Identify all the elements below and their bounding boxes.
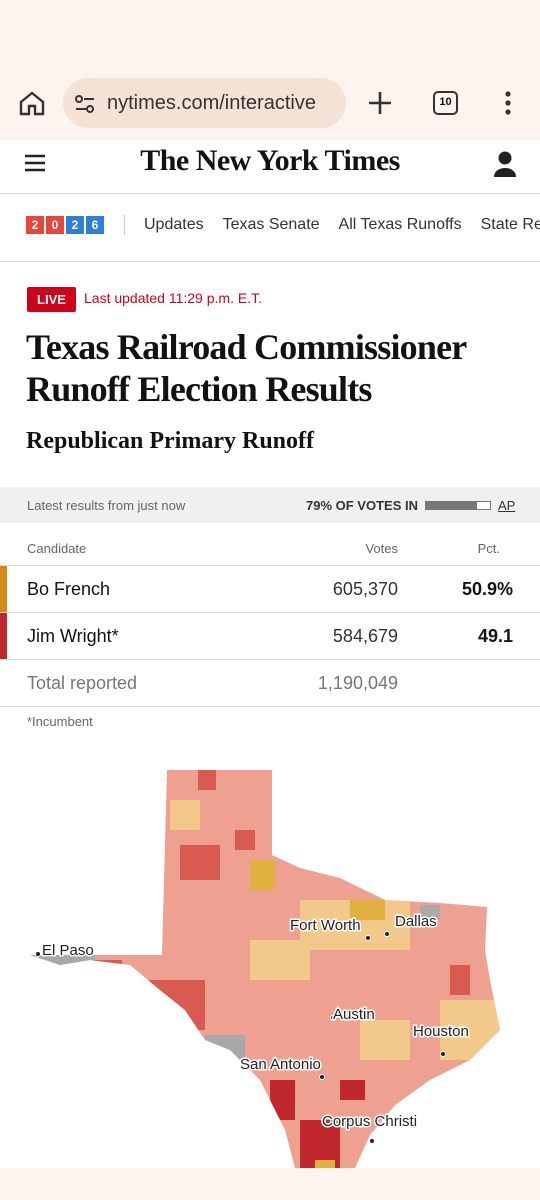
new-tab[interactable] bbox=[367, 90, 393, 116]
badge-digit: 2 bbox=[26, 216, 44, 234]
candidate-name: Jim Wright* bbox=[27, 626, 119, 646]
city-dot bbox=[365, 935, 371, 941]
badge-digit: 6 bbox=[86, 216, 104, 234]
city-dot bbox=[330, 1015, 336, 1021]
column-header: Candidate bbox=[27, 541, 87, 556]
menu-button[interactable] bbox=[502, 90, 514, 116]
city-label: Houston bbox=[413, 1023, 469, 1040]
party-stripe bbox=[0, 566, 7, 612]
badge-digit: 0 bbox=[46, 216, 64, 234]
last-updated: Last updated 11:29 p.m. E.T. bbox=[84, 290, 262, 306]
city-label: Fort Worth bbox=[290, 917, 361, 934]
nav-link[interactable]: Texas Senate bbox=[222, 216, 320, 233]
party-stripe bbox=[0, 613, 7, 659]
status-text: Latest results from just now bbox=[27, 498, 186, 513]
candidate-row: Bo French 605,370 50.9% bbox=[0, 566, 540, 613]
city-dot bbox=[384, 931, 390, 937]
county-map: El Paso Fort Worth Dallas Austin Houston San … bbox=[30, 770, 500, 1168]
progress-fill bbox=[426, 502, 477, 509]
headline: Texas Railroad Commissioner Runoff Elect… bbox=[26, 327, 467, 409]
source-link[interactable]: AP bbox=[498, 498, 516, 513]
city-label: Corpus Christi bbox=[322, 1113, 417, 1130]
candidate-row: Jim Wright* 584,679 49.1 bbox=[0, 613, 540, 660]
votes-in-label: 79% OF VOTES IN bbox=[306, 498, 418, 513]
city-dot bbox=[440, 1051, 446, 1057]
divider bbox=[0, 193, 540, 194]
total-votes: 1,190,049 bbox=[317, 673, 398, 693]
column-header: Pct. bbox=[477, 541, 500, 556]
candidate-votes: 584,679 bbox=[332, 626, 398, 646]
nyt-logo[interactable]: The New York Times bbox=[140, 144, 400, 177]
hamburger-menu[interactable] bbox=[25, 154, 47, 172]
candidate-votes: 605,370 bbox=[332, 579, 398, 599]
url-bar[interactable]: nytimes.com/interactive bbox=[63, 78, 346, 128]
column-header: Votes bbox=[365, 541, 398, 556]
city-dot bbox=[319, 1074, 325, 1080]
city-dot bbox=[35, 951, 41, 957]
badge-digit: 2 bbox=[66, 216, 84, 234]
home-button[interactable] bbox=[18, 90, 46, 116]
nav-link[interactable]: Updates bbox=[144, 216, 204, 233]
city-labels: El Paso Fort Worth Dallas Austin Houston San … bbox=[35, 912, 470, 1144]
total-label: Total reported bbox=[27, 673, 138, 693]
nav-link[interactable]: State Re bbox=[480, 216, 540, 233]
candidate-name: Bo French bbox=[27, 579, 111, 599]
url-text: nytimes.com/interactive bbox=[107, 92, 316, 114]
divider bbox=[0, 261, 540, 262]
progress-track bbox=[425, 501, 491, 510]
footnote: *Incumbent bbox=[27, 714, 93, 729]
bottom-bar bbox=[0, 1168, 540, 1200]
site-settings[interactable] bbox=[74, 93, 96, 115]
total-row: Total reported 1,190,049 bbox=[0, 660, 540, 707]
tab-count[interactable]: 10 bbox=[433, 91, 458, 115]
results-status-bar: Latest results from just now 79% OF VOTE… bbox=[0, 487, 540, 523]
city-label: El Paso bbox=[42, 942, 94, 959]
section-nav: 2 0 2 6 Updates Texas Senate All Texas Runoffs… bbox=[26, 215, 540, 241]
city-label: Austin bbox=[333, 1006, 375, 1023]
city-label: Dallas bbox=[395, 913, 437, 930]
nav-link[interactable]: All Texas Runoffs bbox=[338, 216, 462, 233]
nav-divider bbox=[124, 215, 125, 235]
account-button[interactable] bbox=[494, 150, 516, 178]
candidate-pct: 50.9% bbox=[461, 579, 513, 599]
city-label: San Antonio bbox=[240, 1056, 321, 1073]
city-dot bbox=[369, 1138, 375, 1144]
subheadline: Republican Primary Runoff bbox=[26, 428, 314, 454]
live-badge: LIVE bbox=[27, 287, 76, 312]
candidate-pct: 49.1 bbox=[477, 626, 513, 646]
table-header: Candidate Votes Pct. bbox=[0, 530, 540, 566]
